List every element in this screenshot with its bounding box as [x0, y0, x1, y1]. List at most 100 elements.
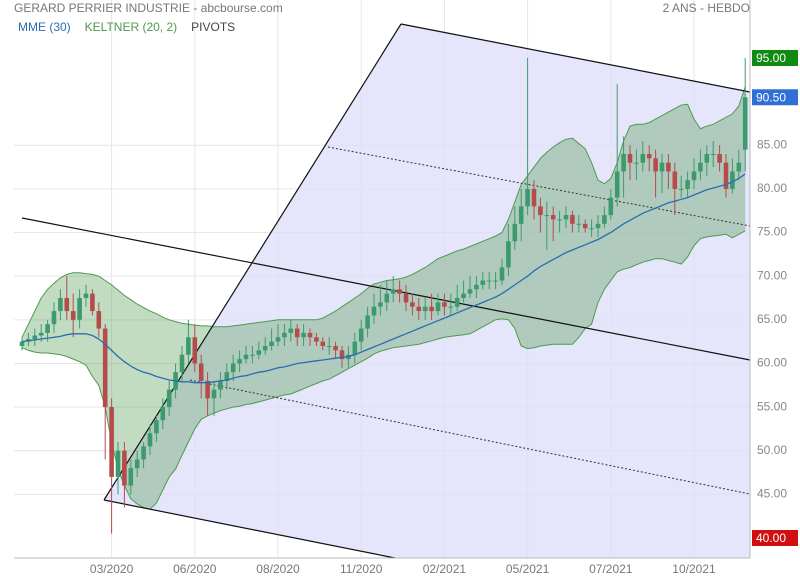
candle-body	[390, 289, 396, 294]
chart-subtitle: 2 ANS - HEBDO	[663, 1, 750, 15]
pivot-line	[400, 23, 751, 93]
candle-body	[141, 446, 146, 460]
candle-body	[429, 306, 434, 312]
candle-body	[109, 407, 114, 477]
candle-body	[557, 219, 562, 221]
price-box-label: 40.00	[756, 531, 786, 545]
candle-body	[326, 346, 332, 347]
x-tick-label: 10/2021	[672, 562, 716, 576]
candle-body	[371, 306, 377, 316]
candle-body	[51, 311, 57, 325]
candle-body	[531, 188, 537, 207]
candle-body	[186, 337, 191, 355]
candle-body	[275, 337, 281, 342]
candle-body	[19, 341, 25, 346]
candle-body	[128, 468, 134, 486]
price-box	[752, 89, 798, 106]
y-tick-label: 50.00	[757, 443, 787, 457]
candle-body	[742, 97, 748, 150]
candle-body	[454, 298, 460, 307]
candles-layer	[19, 58, 748, 534]
candle-body	[602, 215, 607, 224]
candle-body	[512, 223, 518, 242]
keltner-fill	[22, 86, 746, 510]
candle-body	[90, 293, 95, 312]
candle-body	[736, 162, 742, 172]
candle-body	[582, 223, 588, 229]
chart-title: GERARD PERRIER INDUSTRIE - abcbourse.com	[14, 1, 283, 15]
candle-body	[115, 450, 121, 477]
candle-body	[301, 332, 306, 338]
candle-body	[410, 302, 415, 307]
candle-body	[205, 380, 210, 399]
pivot-line	[103, 499, 396, 559]
candle-body	[218, 380, 223, 390]
candle-body	[166, 389, 172, 408]
candle-body	[211, 389, 217, 399]
candle-body	[550, 215, 556, 220]
candle-body	[250, 354, 255, 356]
pivot-line	[103, 23, 402, 501]
x-tick-label: 03/2020	[90, 562, 134, 576]
candle-body	[685, 180, 690, 189]
candle-body	[627, 154, 633, 163]
y-tick-label: 70.00	[757, 268, 787, 282]
candle-body	[672, 171, 678, 189]
candle-body	[544, 215, 550, 217]
candle-body	[58, 298, 63, 312]
candle-body	[45, 324, 50, 333]
candle-body	[538, 206, 543, 216]
candle-body	[563, 215, 569, 220]
candle-body	[77, 298, 82, 320]
keltner-upper	[21, 86, 746, 338]
x-tick-label: 06/2020	[173, 562, 217, 576]
candle-body	[595, 223, 601, 229]
candle-body	[614, 171, 620, 198]
candle-body	[179, 354, 185, 373]
candle-body	[358, 328, 364, 342]
candle-body	[506, 241, 511, 268]
candle-body	[493, 280, 498, 282]
legend: MME (30) KELTNER (20, 2) PIVOTS	[18, 20, 235, 34]
price-box	[752, 50, 798, 66]
candle-body	[659, 162, 665, 172]
candle-body	[710, 154, 716, 155]
candle-body	[230, 363, 236, 373]
candle-body	[333, 346, 338, 351]
pivot-dotted-line	[189, 379, 751, 495]
legend-entry: PIVOTS	[191, 20, 235, 34]
candle-body	[576, 223, 582, 225]
candle-body	[486, 280, 492, 282]
candle-body	[288, 328, 294, 333]
pivot-line	[21, 217, 751, 361]
candle-body	[691, 171, 697, 181]
candle-body	[640, 154, 646, 163]
candle-body	[282, 332, 287, 338]
candle-body	[352, 341, 358, 355]
candle-body	[307, 332, 313, 338]
candle-body	[314, 337, 319, 342]
candle-body	[378, 302, 383, 307]
candle-body	[666, 162, 671, 172]
candle-body	[704, 154, 710, 163]
pivot-dotted-line	[327, 146, 751, 227]
keltner-lower	[21, 230, 746, 510]
candle-body	[160, 407, 166, 421]
x-tick-label: 07/2021	[589, 562, 633, 576]
candle-body	[134, 459, 140, 469]
candle-body	[570, 215, 575, 224]
y-tick-label: 65.00	[757, 312, 787, 326]
candle-body	[422, 306, 428, 312]
candle-body	[320, 341, 326, 346]
candle-body	[646, 154, 652, 159]
candle-body	[70, 311, 76, 320]
candle-body	[384, 293, 390, 303]
candle-body	[480, 280, 486, 285]
keltner-layer	[21, 86, 746, 510]
candle-body	[435, 302, 441, 312]
candle-body	[365, 315, 370, 329]
candle-body	[723, 162, 729, 189]
candle-body	[154, 420, 159, 434]
